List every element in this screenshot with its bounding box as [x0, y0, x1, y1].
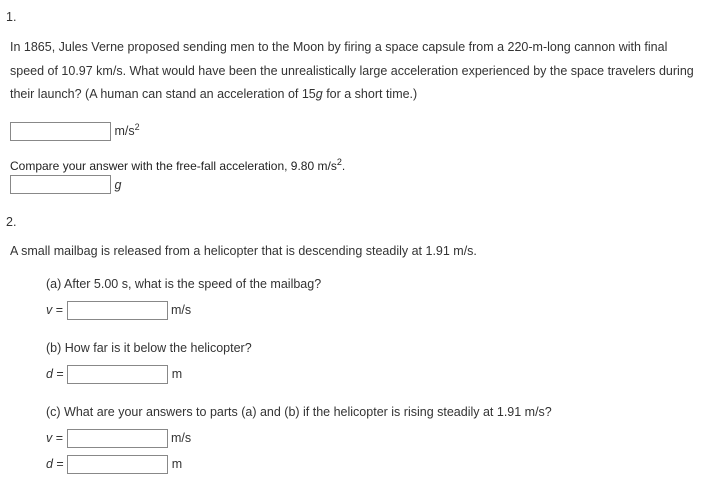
- q1-g-unit: g: [114, 178, 121, 192]
- q2a-label: v =: [46, 303, 67, 317]
- q2b-unit: m: [172, 367, 182, 381]
- q2a-input[interactable]: [67, 301, 168, 320]
- q2c-v-label: v =: [46, 431, 67, 445]
- q1-text: In 1865, Jules Verne proposed sending me…: [10, 36, 701, 107]
- q2c-d-unit: m: [172, 457, 182, 471]
- q1-number: 1.: [6, 6, 701, 30]
- q2-intro: A small mailbag is released from a helic…: [10, 240, 701, 264]
- q2-number: 2.: [6, 211, 701, 235]
- q2a-question: (a) After 5.00 s, what is the speed of t…: [46, 274, 701, 294]
- q2b-question: (b) How far is it below the helicopter?: [46, 338, 701, 358]
- q2a-unit: m/s: [171, 303, 191, 317]
- q2b-label: d =: [46, 367, 67, 381]
- q2c-v-unit: m/s: [171, 431, 191, 445]
- q1-compare-text: Compare your answer with the free-fall a…: [10, 159, 701, 175]
- q2c-question: (c) What are your answers to parts (a) a…: [46, 402, 701, 422]
- q1-g-input[interactable]: [10, 175, 111, 194]
- q2c-d-input[interactable]: [67, 455, 168, 474]
- q1-accel-unit: m/s2: [114, 124, 139, 138]
- q2c-d-label: d =: [46, 457, 67, 471]
- q2b-input[interactable]: [67, 365, 168, 384]
- q1-accel-input[interactable]: [10, 122, 111, 141]
- q2c-v-input[interactable]: [67, 429, 168, 448]
